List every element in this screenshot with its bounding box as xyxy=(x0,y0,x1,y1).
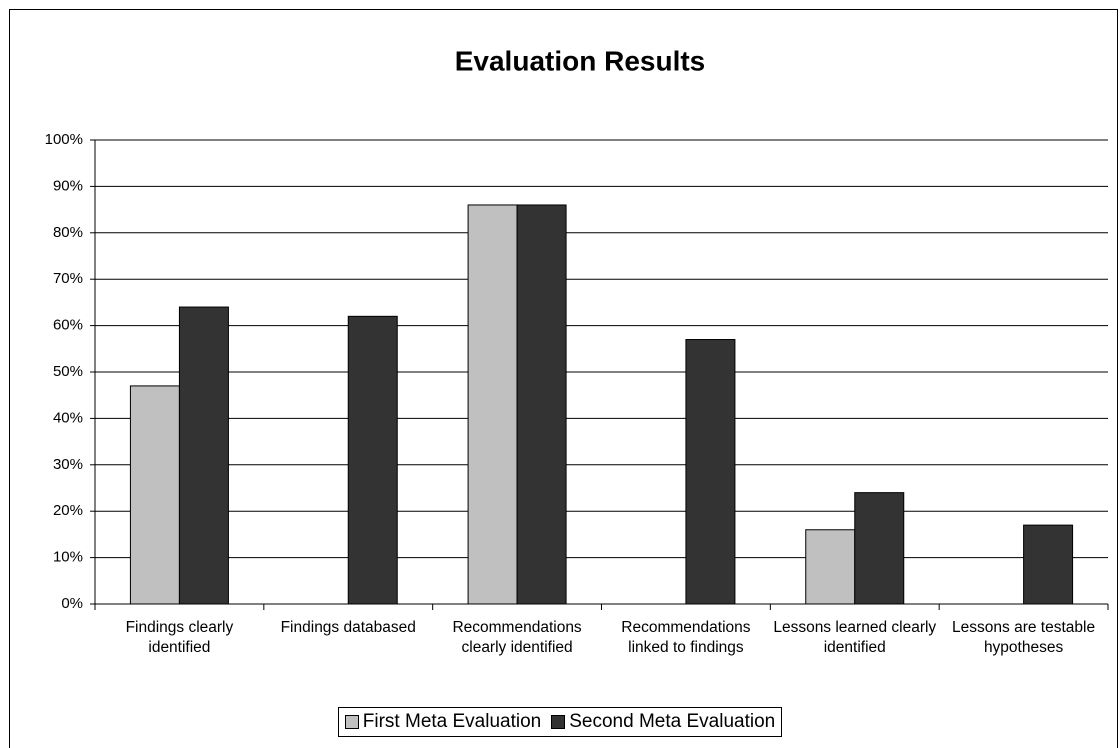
legend-item: Second Meta Evaluation xyxy=(551,711,775,733)
bar xyxy=(129,385,180,605)
y-tick-label: 30% xyxy=(53,456,83,473)
y-tick-label: 0% xyxy=(61,595,83,612)
bar xyxy=(347,315,398,605)
x-tick-label: Recommendations clearly identified xyxy=(452,619,582,656)
chart-frame xyxy=(9,9,1118,748)
x-tick-label: Lessons learned clearly identified xyxy=(773,619,937,656)
y-tick-label: 100% xyxy=(45,131,83,148)
legend-label: First Meta Evaluation xyxy=(362,711,542,732)
x-tick-label: Findings clearly identified xyxy=(125,619,234,656)
chart-title: Evaluation Results xyxy=(455,45,706,76)
y-tick-label: 40% xyxy=(53,409,83,426)
bar xyxy=(467,204,518,605)
legend-label: Second Meta Evaluation xyxy=(569,711,776,732)
bar xyxy=(1023,524,1074,605)
legend-swatch xyxy=(551,715,566,729)
x-tick-label: Findings databased xyxy=(280,619,416,636)
bar xyxy=(178,306,229,605)
bar xyxy=(685,339,736,605)
bar xyxy=(854,492,905,605)
y-tick-label: 90% xyxy=(53,177,83,194)
legend-box: First Meta Evaluation Second Meta Evaluat… xyxy=(337,707,783,737)
y-tick-label: 80% xyxy=(53,224,83,241)
y-tick-label: 50% xyxy=(53,363,83,380)
y-tick-label: 20% xyxy=(53,502,83,519)
y-tick-label: 70% xyxy=(53,270,83,287)
bar xyxy=(516,204,567,605)
x-tick-label: Recommendations linked to findings xyxy=(621,619,751,656)
legend-swatch xyxy=(344,715,359,729)
legend-item: First Meta Evaluation xyxy=(344,711,542,733)
bar xyxy=(805,529,856,605)
legend: First Meta Evaluation Second Meta Evaluat… xyxy=(0,707,1120,737)
y-tick-label: 60% xyxy=(53,317,83,334)
x-tick-label: Lessons are testable hypotheses xyxy=(952,619,1096,656)
y-tick-label: 10% xyxy=(53,549,83,566)
